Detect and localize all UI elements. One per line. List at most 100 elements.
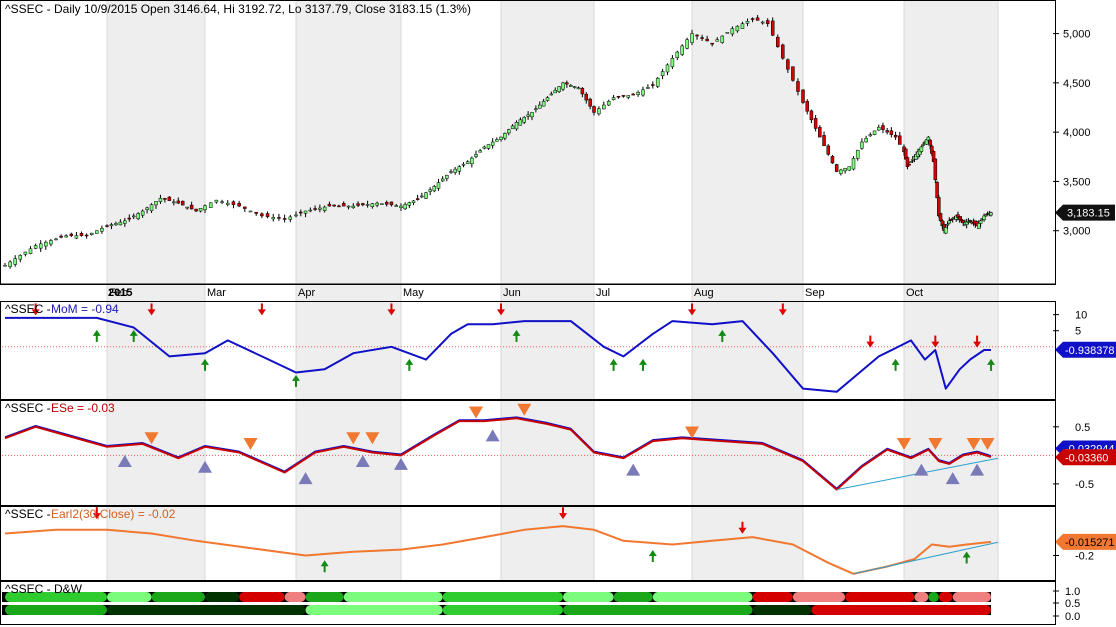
x-tick-label: Sep (805, 287, 825, 299)
candle-body (79, 233, 84, 236)
candle-body (303, 210, 308, 214)
candle-body (843, 168, 847, 172)
candle-body (299, 211, 303, 214)
candle-body (745, 21, 750, 24)
candle-body (127, 217, 132, 220)
candle-body (935, 182, 939, 199)
candle-body (937, 197, 941, 217)
ese-line (4, 417, 992, 491)
candle-body (705, 38, 709, 42)
pane-border (0, 506, 1056, 581)
x-tick-label: Jul (596, 287, 610, 299)
dw-segment (952, 592, 992, 602)
candle-body (984, 214, 988, 217)
price-tick-label: 4,500 (1063, 78, 1091, 90)
dw-segment (613, 592, 653, 602)
mom-sell-arrow-head (497, 309, 505, 316)
ese-down-triangle (928, 437, 943, 450)
ese-last-value-tag (1055, 449, 1116, 466)
mom-sell-arrow (931, 335, 940, 348)
candle-body (403, 204, 407, 210)
candle-body (457, 166, 462, 172)
x-tick-label: May (403, 287, 424, 299)
earl-sell-arrow-head (738, 527, 747, 534)
candle-body (271, 217, 275, 220)
price-tick-label: 4,000 (1063, 127, 1091, 139)
candle-body (847, 166, 852, 171)
mom-buy-arrow (129, 329, 138, 342)
ese-down-triangle (469, 406, 483, 419)
candle-body (351, 205, 356, 208)
candle-body (470, 157, 474, 165)
candle-body (818, 127, 822, 138)
candle-body (507, 129, 511, 134)
candle-body (855, 149, 860, 159)
candle-body (440, 178, 445, 182)
candle-body (809, 110, 814, 121)
candle-body (346, 205, 351, 208)
candle-body (933, 158, 938, 181)
candle-body (503, 133, 507, 139)
mom-tick-label: 10 (1075, 310, 1087, 322)
x-tick-label: Aug (694, 287, 714, 299)
candle-body (675, 51, 680, 58)
earl-last-value-label: -0.015271 (1065, 537, 1115, 549)
candle-body (411, 200, 416, 203)
dw-segment (305, 592, 344, 602)
candle-body (214, 199, 219, 203)
mom-sell-arrow-head (147, 309, 156, 316)
candle-body (114, 223, 118, 226)
candle-body (318, 207, 322, 210)
candle-body (313, 208, 317, 210)
mom-sell-arrow (31, 303, 40, 316)
candle-body (928, 139, 932, 146)
candle-body (755, 17, 760, 21)
candle-body (420, 195, 424, 198)
candle-body (805, 101, 809, 112)
mom-sell-arrow (688, 303, 696, 316)
candle-body (665, 64, 670, 73)
candle-body (332, 204, 336, 207)
candle-body (715, 39, 719, 42)
mom-buy-arrow-head (292, 374, 300, 381)
earl-buy-arrow-head (648, 550, 657, 556)
candle-body (545, 97, 550, 101)
candle-body (621, 95, 626, 97)
candle-body (69, 233, 74, 236)
candle-body (530, 112, 534, 118)
mom-buy-arrow (512, 329, 521, 342)
mom-buy-arrow (201, 358, 209, 371)
candle-body (407, 202, 412, 206)
ese-up-triangle (298, 472, 313, 485)
mom-buy-arrow (405, 358, 414, 371)
candle-body (553, 90, 557, 94)
candle-body (237, 203, 241, 207)
candle-body (356, 203, 360, 206)
candle-body (453, 168, 457, 173)
ese-up-triangle (945, 472, 960, 485)
candle-body (557, 86, 561, 93)
ese-up-triangle (117, 455, 132, 468)
ese-down-triangle (897, 437, 911, 450)
candle-body (322, 206, 327, 211)
candle-body (877, 126, 881, 131)
candle-body (445, 175, 449, 179)
mom-sell-arrow (778, 303, 787, 316)
mom-buy-arrow (891, 358, 900, 371)
candle-body (584, 93, 588, 101)
candle-body (185, 206, 189, 209)
mom-buy-arrow-head (891, 358, 900, 365)
mom-buy-arrow-head (405, 358, 414, 365)
candle-body (167, 196, 172, 201)
candle-body (140, 210, 145, 216)
candle-body (921, 144, 925, 146)
candle-body (592, 106, 596, 113)
candle-body (424, 192, 428, 199)
candle-body (208, 202, 213, 208)
ese-up-triangle (485, 429, 500, 442)
candle-body (514, 122, 519, 130)
candle-body (486, 144, 491, 149)
mom-sell-arrow-head (866, 341, 875, 348)
candle-body (478, 150, 482, 153)
